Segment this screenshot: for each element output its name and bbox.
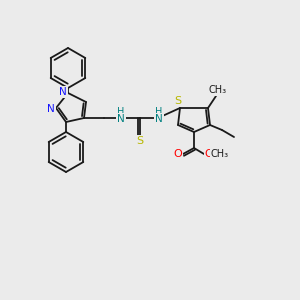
Text: H: H [117,107,125,117]
Text: CH₃: CH₃ [211,149,229,159]
Text: H: H [155,107,163,117]
Text: O: O [205,149,213,159]
Text: N: N [47,104,55,114]
Text: CH₃: CH₃ [209,85,227,95]
Text: N: N [59,87,67,97]
Text: O: O [174,149,182,159]
Text: S: S [136,136,144,146]
Text: N: N [117,114,125,124]
Text: N: N [155,114,163,124]
Text: S: S [174,96,182,106]
